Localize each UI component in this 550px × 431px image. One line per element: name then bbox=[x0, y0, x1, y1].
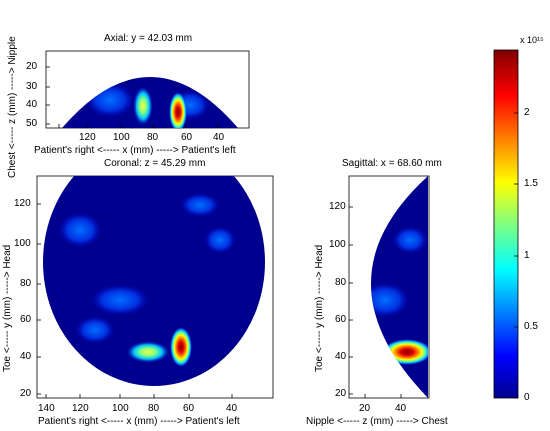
sagittal-ytick: 80 bbox=[335, 277, 347, 288]
axial-xtick: 40 bbox=[213, 132, 225, 143]
sagittal-xtick: 40 bbox=[395, 403, 407, 414]
axial-ytick: 50 bbox=[26, 118, 38, 129]
axial-xtick: 120 bbox=[79, 132, 96, 143]
sagittal-ytick: 60 bbox=[335, 314, 347, 325]
coronal-ytick: 40 bbox=[20, 351, 32, 362]
axial-title: Axial: y = 42.03 mm bbox=[104, 33, 193, 44]
coronal-xtick: 80 bbox=[148, 403, 160, 414]
axial-x-label: Patient's right <----- x (mm) -----> Pat… bbox=[34, 145, 236, 156]
sagittal-ytick: 120 bbox=[329, 201, 346, 212]
coronal-xtick: 120 bbox=[72, 403, 89, 414]
coronal-ytick: 120 bbox=[14, 198, 31, 209]
colorbar-tick: 1.5 bbox=[524, 178, 538, 189]
coronal-hotspot-right bbox=[170, 327, 192, 367]
colorbar-tick: 2 bbox=[524, 107, 530, 118]
sagittal-ytick: 20 bbox=[335, 388, 347, 399]
axial-xtick: 80 bbox=[147, 132, 159, 143]
coronal-ytick: 100 bbox=[14, 238, 31, 249]
colorbar-tick: 1 bbox=[524, 250, 530, 261]
colorbar-tick: 0.5 bbox=[524, 321, 538, 332]
colorbar-tick: 0 bbox=[524, 392, 530, 403]
coronal-hotspot-left bbox=[126, 341, 170, 363]
coronal-xtick: 100 bbox=[112, 403, 129, 414]
axial-ytick: 40 bbox=[26, 99, 38, 110]
axial-hotspot-right bbox=[169, 92, 187, 128]
sagittal-xtick: 20 bbox=[359, 403, 371, 414]
axial-ytick: 20 bbox=[26, 61, 38, 72]
coronal-ytick: 60 bbox=[20, 314, 32, 325]
coronal-ytick: 20 bbox=[20, 388, 32, 399]
axial-hotspot-left bbox=[133, 86, 153, 126]
sagittal-ytick: 100 bbox=[329, 239, 346, 250]
axial-xtick: 60 bbox=[181, 132, 193, 143]
coronal-x-label: Patient's right <----- x (mm) -----> Pat… bbox=[38, 416, 240, 427]
axial-xtick: 100 bbox=[113, 132, 130, 143]
axial-ytick: 30 bbox=[26, 81, 38, 92]
coronal-xtick: 140 bbox=[38, 403, 55, 414]
coronal-ytick: 80 bbox=[20, 278, 32, 289]
sagittal-ytick: 40 bbox=[335, 351, 347, 362]
coronal-xtick: 60 bbox=[183, 403, 195, 414]
colorbar-exponent: x 10¹⁵ bbox=[520, 35, 544, 45]
coronal-title: Coronal: z = 45.29 mm bbox=[104, 158, 206, 169]
sagittal-title: Sagittal: x = 68.60 mm bbox=[342, 158, 442, 169]
sagittal-x-label: Nipple <----- z (mm) -----> Chest bbox=[306, 416, 448, 427]
coronal-xtick: 40 bbox=[226, 403, 238, 414]
